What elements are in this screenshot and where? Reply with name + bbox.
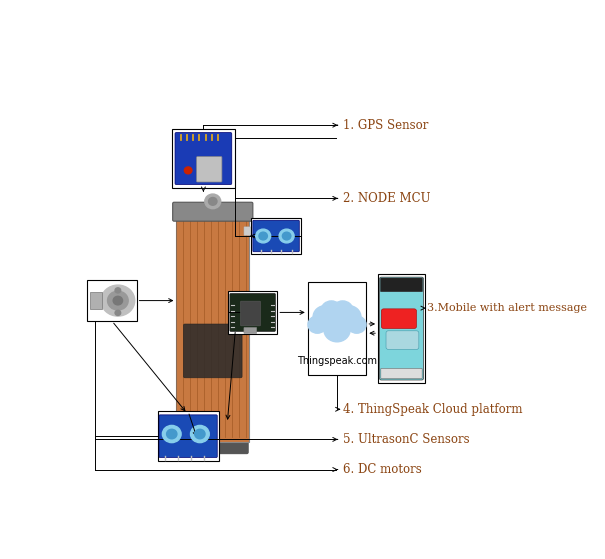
Circle shape bbox=[101, 285, 135, 316]
FancyBboxPatch shape bbox=[379, 277, 423, 380]
Circle shape bbox=[115, 288, 120, 293]
Bar bbox=[87, 280, 137, 321]
Bar bbox=[228, 291, 277, 334]
FancyBboxPatch shape bbox=[197, 157, 222, 182]
Circle shape bbox=[308, 316, 327, 333]
Bar bbox=[378, 274, 425, 383]
Circle shape bbox=[195, 429, 205, 439]
FancyBboxPatch shape bbox=[172, 202, 253, 221]
Text: 5. UltrasonC Sensors: 5. UltrasonC Sensors bbox=[343, 433, 469, 446]
FancyBboxPatch shape bbox=[159, 415, 217, 457]
Text: Thingspeak.com: Thingspeak.com bbox=[297, 356, 377, 366]
Circle shape bbox=[332, 301, 353, 320]
Circle shape bbox=[162, 425, 181, 443]
FancyBboxPatch shape bbox=[230, 293, 275, 331]
FancyBboxPatch shape bbox=[381, 309, 416, 329]
Circle shape bbox=[321, 301, 342, 320]
Circle shape bbox=[113, 296, 123, 305]
Bar bbox=[158, 411, 218, 461]
FancyBboxPatch shape bbox=[244, 328, 257, 334]
Circle shape bbox=[115, 310, 120, 315]
Circle shape bbox=[283, 232, 291, 240]
Bar bbox=[308, 282, 366, 375]
Circle shape bbox=[191, 425, 209, 443]
FancyBboxPatch shape bbox=[381, 278, 422, 292]
FancyBboxPatch shape bbox=[175, 132, 232, 184]
Circle shape bbox=[205, 194, 221, 209]
Circle shape bbox=[322, 307, 352, 335]
Circle shape bbox=[324, 318, 350, 342]
Circle shape bbox=[279, 229, 294, 243]
FancyBboxPatch shape bbox=[177, 434, 248, 453]
Bar bbox=[177, 209, 249, 442]
Circle shape bbox=[259, 232, 267, 240]
Circle shape bbox=[336, 306, 361, 328]
FancyBboxPatch shape bbox=[244, 227, 250, 235]
Circle shape bbox=[256, 229, 270, 243]
Circle shape bbox=[185, 167, 192, 174]
FancyBboxPatch shape bbox=[183, 324, 242, 378]
Text: 3.Mobile with alert message: 3.Mobile with alert message bbox=[427, 303, 587, 313]
Circle shape bbox=[347, 316, 366, 333]
Circle shape bbox=[209, 197, 217, 205]
Circle shape bbox=[108, 291, 128, 310]
Text: 4. ThingSpeak Cloud platform: 4. ThingSpeak Cloud platform bbox=[343, 403, 522, 416]
Text: 1. GPS Sensor: 1. GPS Sensor bbox=[343, 119, 428, 132]
FancyBboxPatch shape bbox=[241, 301, 260, 326]
FancyBboxPatch shape bbox=[386, 331, 419, 349]
Bar bbox=[90, 292, 102, 309]
Text: 6. DC motors: 6. DC motors bbox=[343, 463, 422, 476]
Circle shape bbox=[313, 306, 338, 328]
Bar bbox=[252, 218, 301, 254]
Circle shape bbox=[166, 429, 177, 439]
Bar bbox=[172, 130, 235, 188]
Text: 2. NODE MCU: 2. NODE MCU bbox=[343, 192, 430, 205]
FancyBboxPatch shape bbox=[381, 368, 422, 378]
FancyBboxPatch shape bbox=[253, 220, 299, 252]
